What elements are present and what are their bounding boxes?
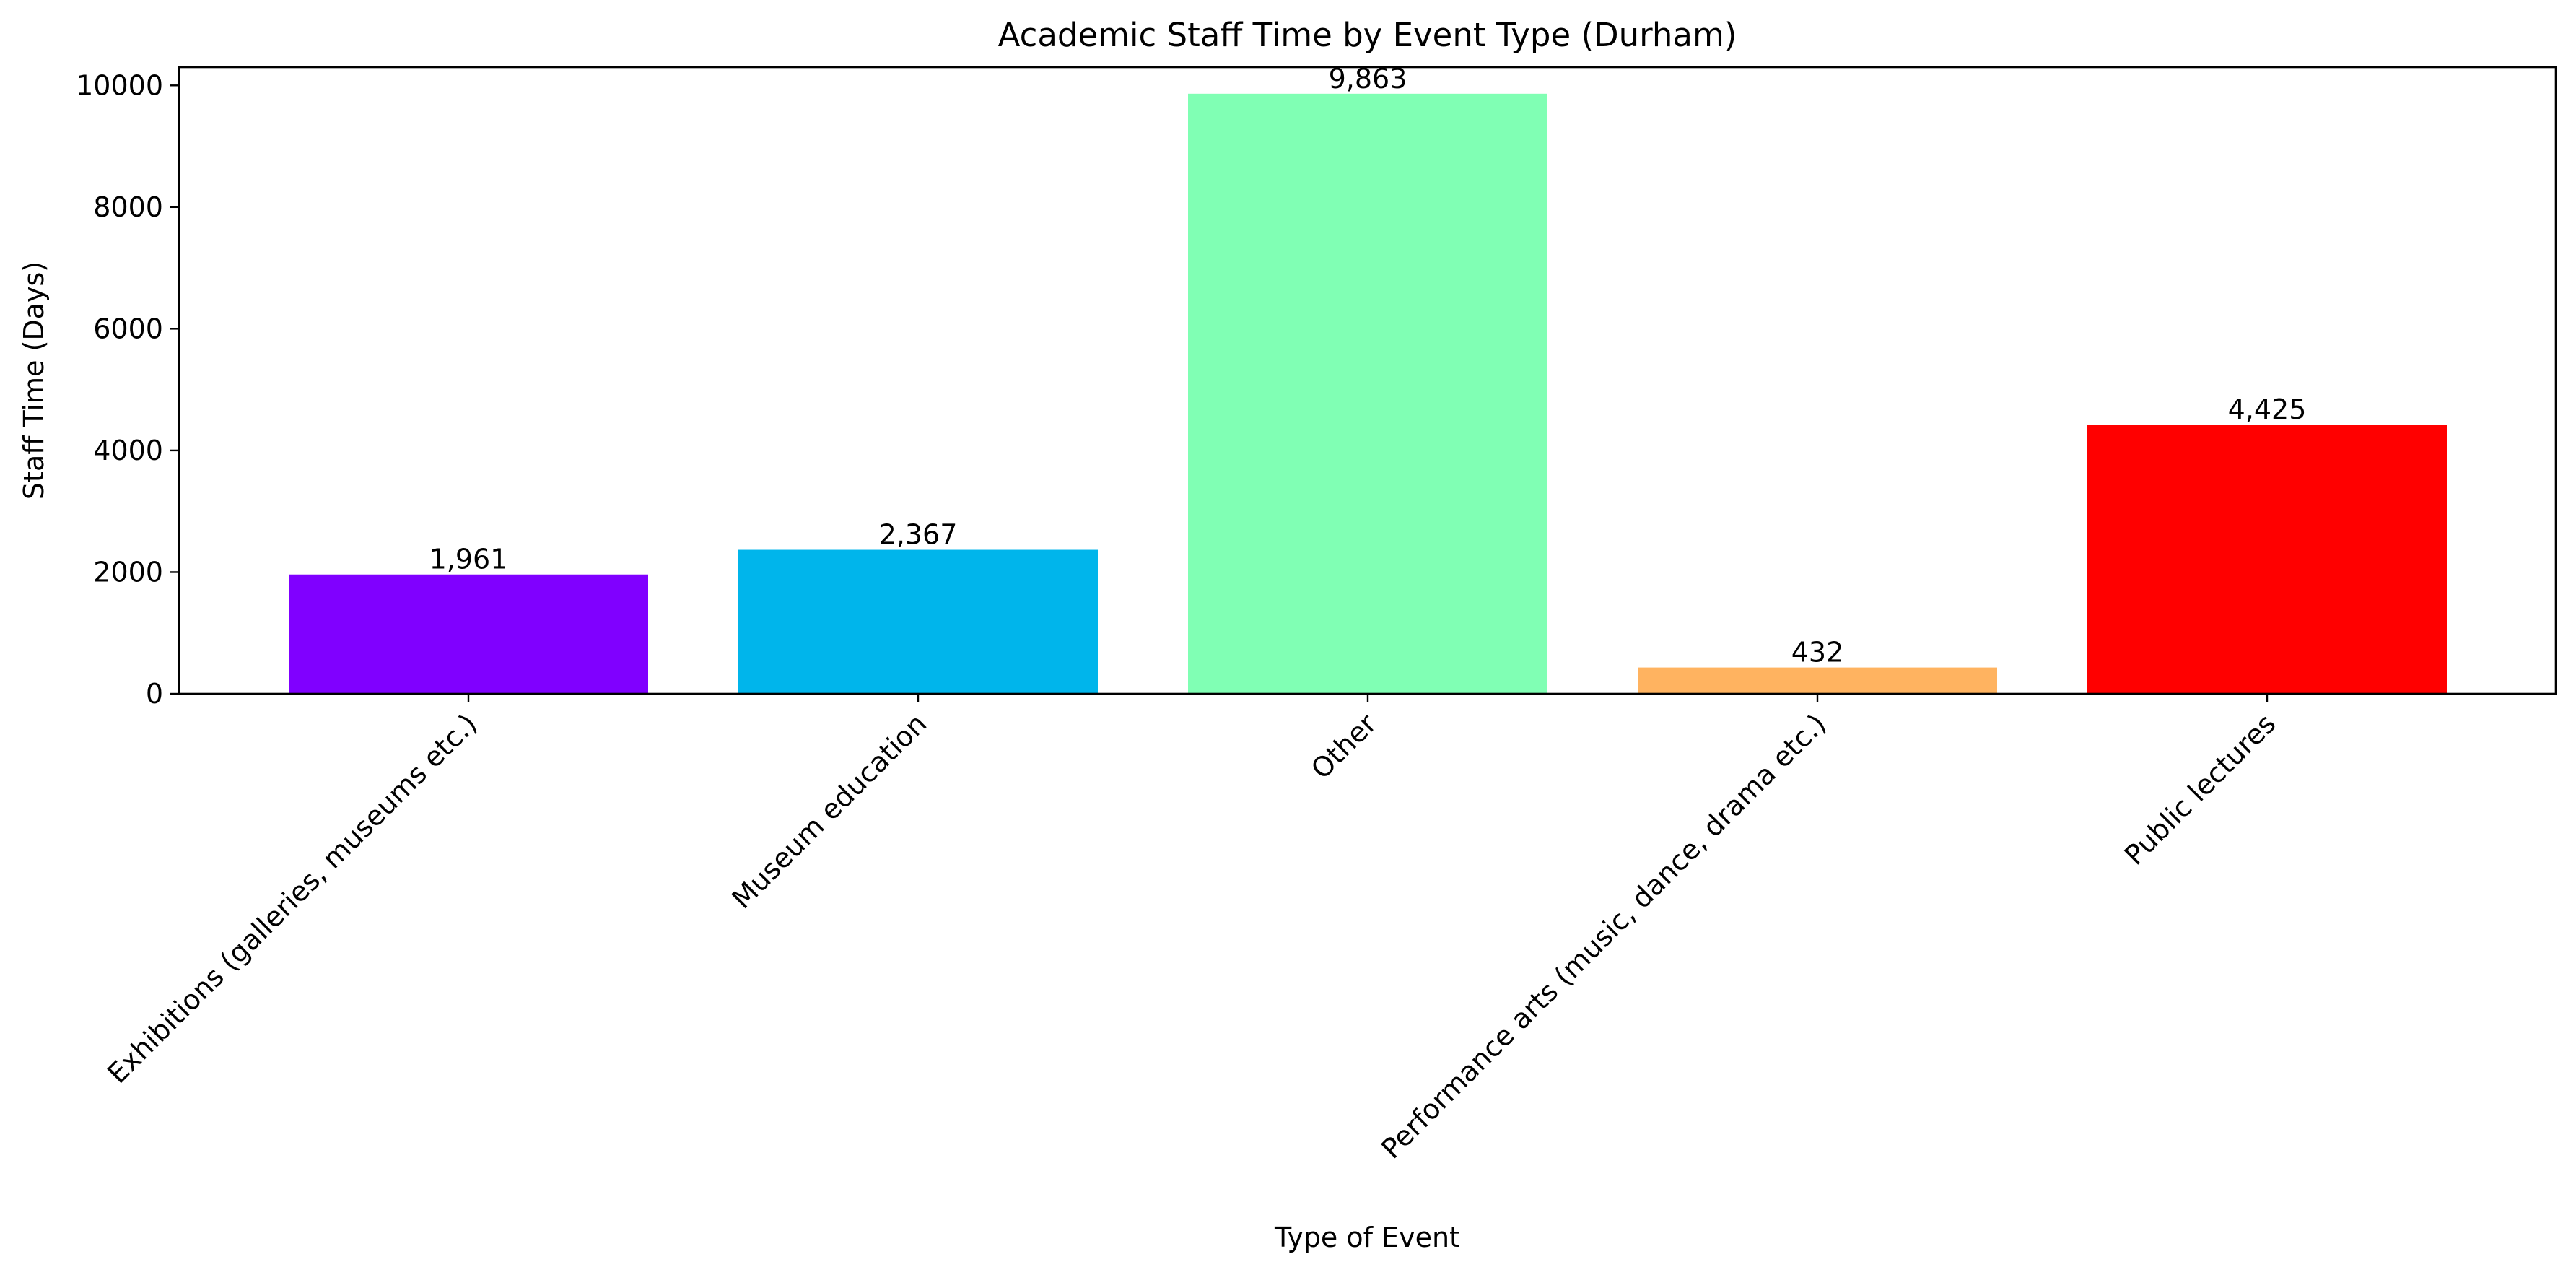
x-tick-label-exhibitions-galleries-museums-etc: Exhibitions (galleries, museums etc.) [101,708,483,1089]
x-tick-label-other: Other [1305,708,1383,785]
value-label-performance-arts-music-dance-drama-etc: 432 [1791,637,1844,669]
value-label-museum-education: 2,367 [879,519,958,551]
y-axis: 0 2000 4000 6000 8000 10000 [76,69,179,710]
bar-other [1188,93,1547,695]
bar-public-lectures [2087,425,2447,694]
y-tick-label: 10000 [76,69,163,101]
x-tick-label-public-lectures: Public lectures [2118,708,2282,871]
x-tick-label-museum-education: Museum education [725,708,933,915]
y-tick-label: 4000 [93,435,163,466]
bar-performance-arts-music-dance-drama-etc [1638,667,1997,694]
value-label-public-lectures: 4,425 [2228,393,2307,425]
x-axis: Exhibitions (galleries, museums etc.) Mus… [101,694,2282,1164]
x-tick-label-performance-arts-music-dance-drama-etc: Performance arts (music, dance, drama et… [1375,708,1832,1164]
y-tick-label: 0 [146,678,163,710]
y-tick-label: 6000 [93,313,163,344]
plot-frame [178,66,2557,695]
chart-title: Academic Staff Time by Event Type (Durha… [998,16,1737,54]
y-tick-label: 2000 [93,556,163,588]
y-tick-label: 8000 [93,191,163,223]
value-label-exhibitions-galleries-museums-etc: 1,961 [429,544,508,575]
bar-exhibitions-galleries-museums-etc [289,574,648,694]
bar-museum-education [738,549,1098,694]
bars-group [289,93,2447,695]
y-axis-title: Staff Time (Days) [18,261,50,500]
x-axis-title: Type of Event [1274,1222,1460,1253]
